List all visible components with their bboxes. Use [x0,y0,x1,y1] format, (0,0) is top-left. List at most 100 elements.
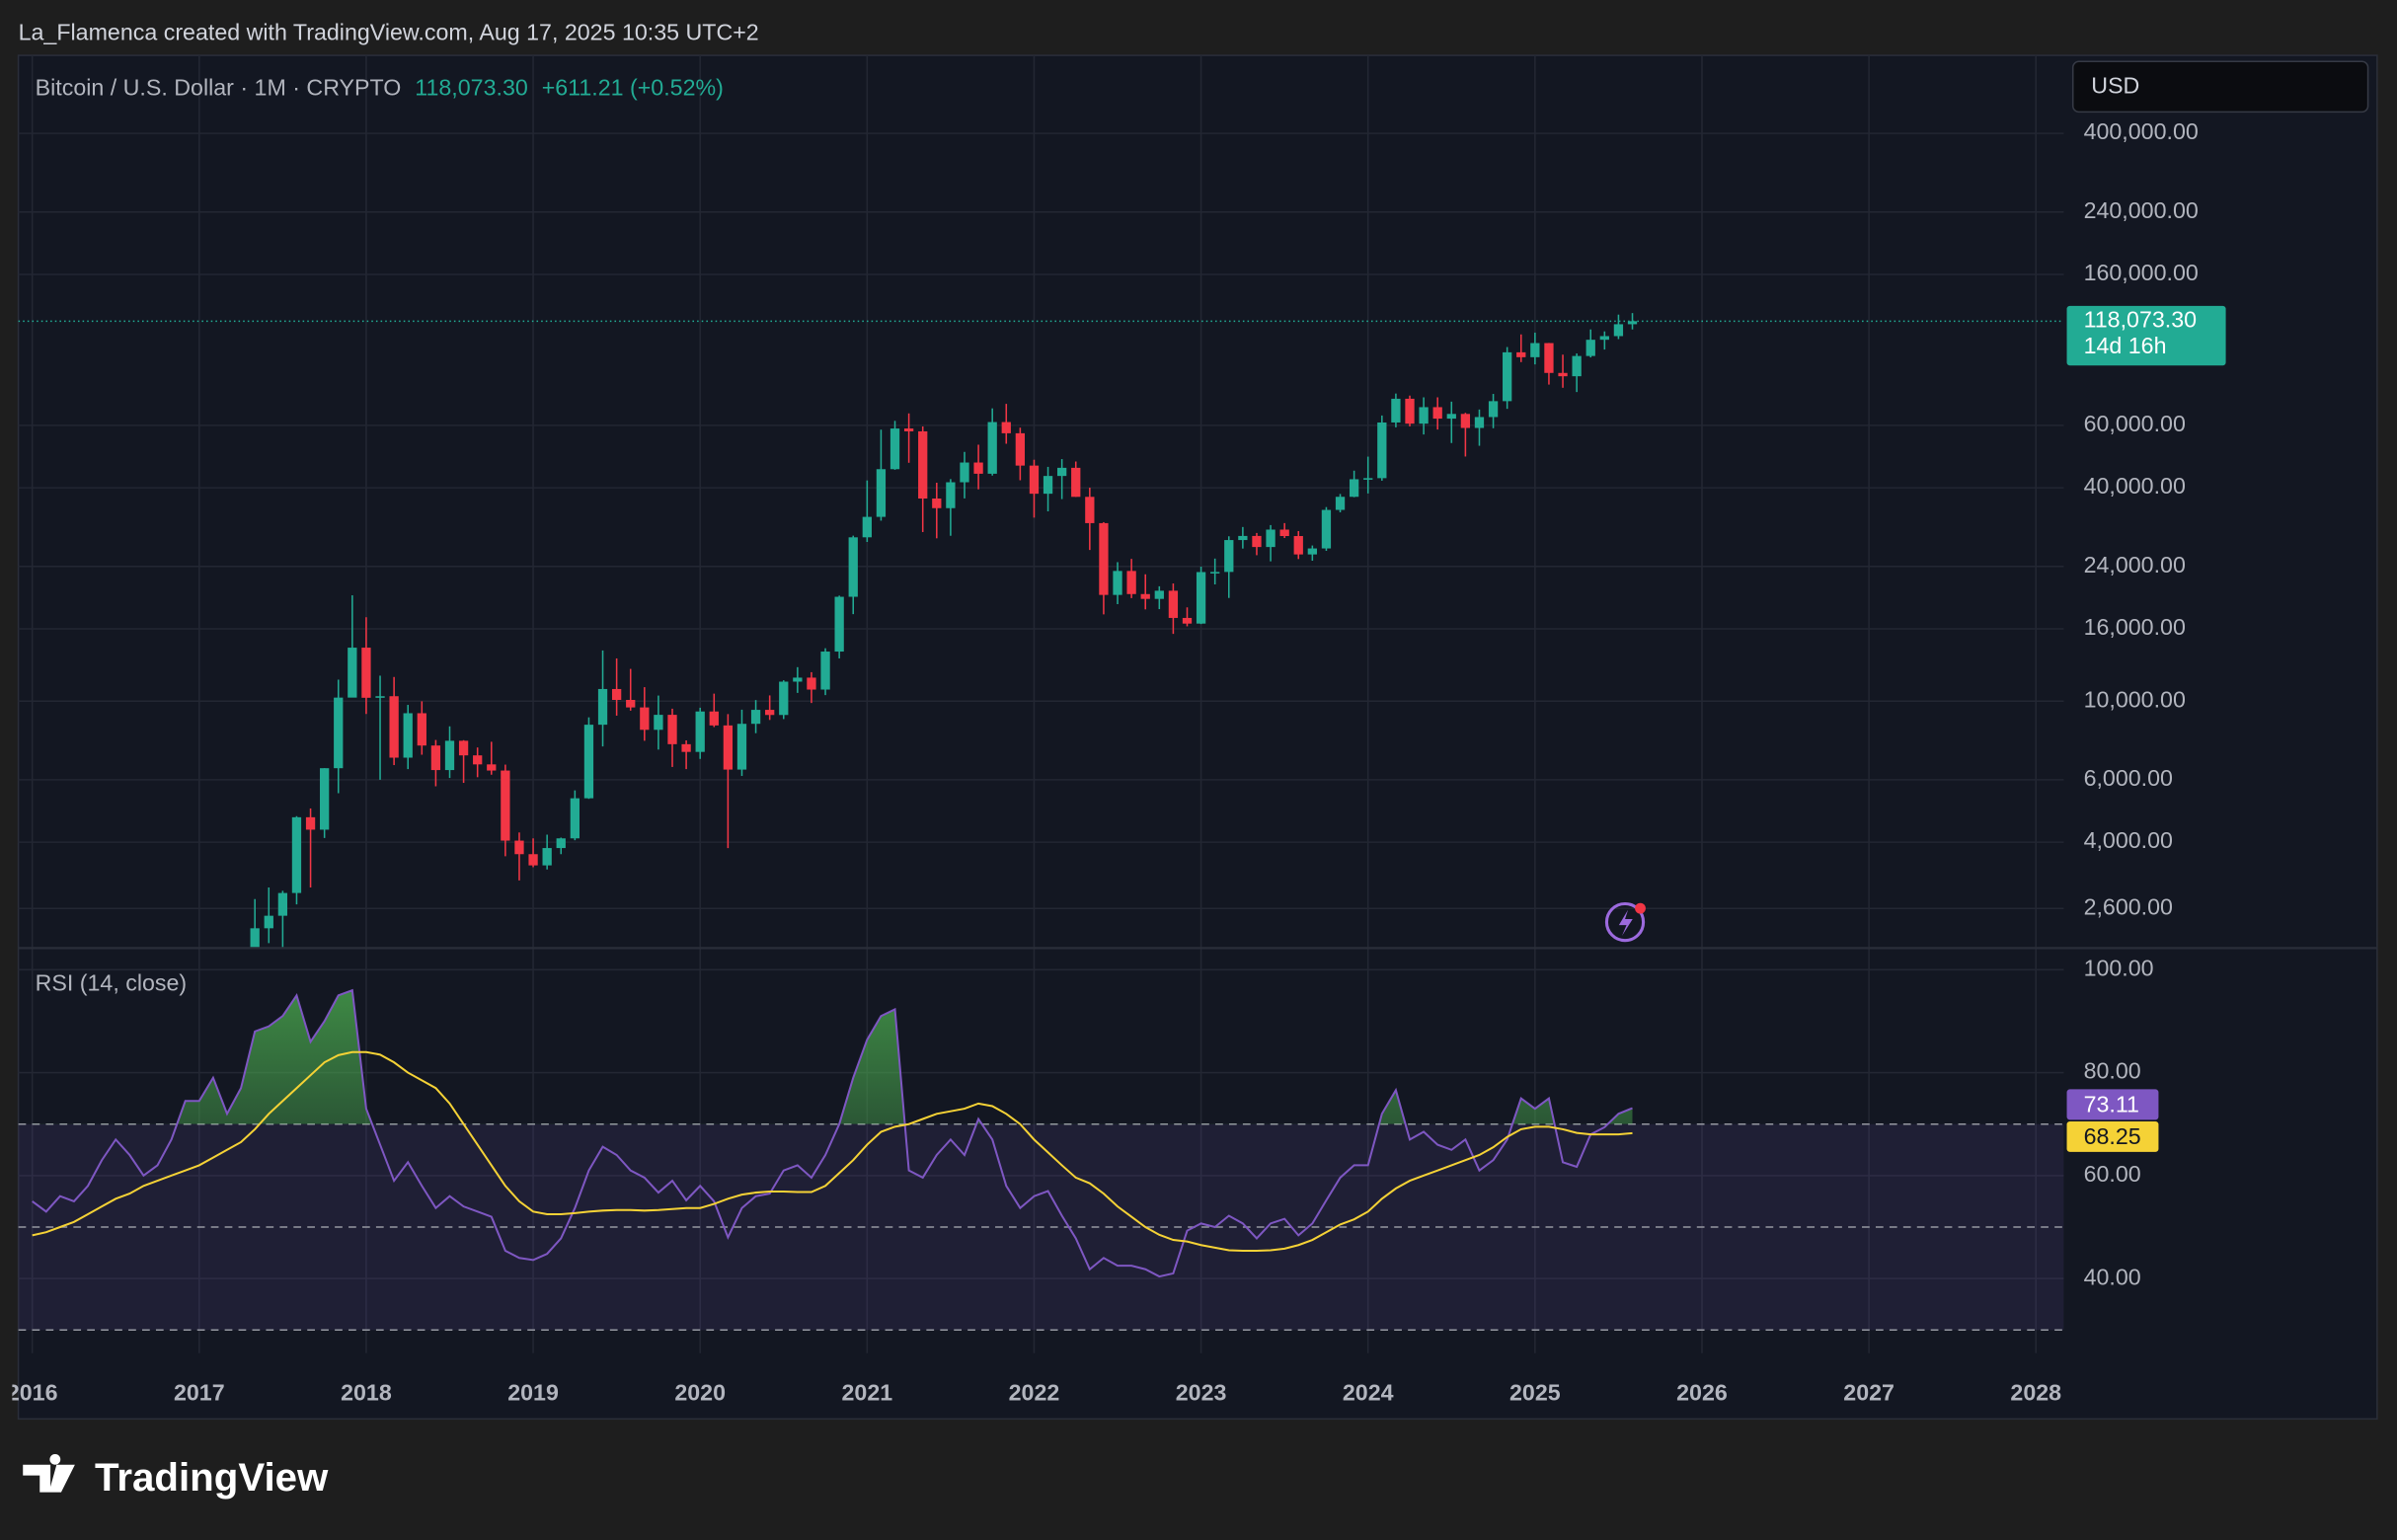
candle-body [1126,571,1136,594]
alert-dot[interactable] [1635,902,1646,914]
candle-body [1530,343,1540,357]
alert-ring[interactable] [1604,901,1646,943]
candle-body [1085,497,1095,523]
candle-body [1544,343,1554,373]
candle-body [820,652,830,690]
y-tick-label: 4,000.00 [2084,827,2173,853]
candle-body [932,499,942,508]
candle-body [1460,414,1471,428]
candle-body [1474,417,1485,428]
candle-body [736,724,747,770]
candle-body [501,770,510,841]
candle-body [1196,572,1206,624]
candle-body [1516,351,1526,357]
candle-body [1335,497,1346,510]
candle-body [1391,398,1401,423]
candle-body [1252,535,1262,548]
logo-mark [23,1453,75,1493]
x-tick-label: 2021 [842,1380,893,1406]
countdown: 14d 16h [2084,333,2167,358]
candle-body [1599,336,1609,341]
x-tick-label: 2020 [674,1380,726,1406]
candle-body [1446,414,1456,420]
x-tick-label: 2025 [1509,1380,1561,1406]
candle-body [611,688,622,701]
candle-body [889,428,900,470]
x-tick-label: 2016 [7,1380,58,1406]
candle-body [1224,540,1234,573]
x-tick-label: 2026 [1676,1380,1728,1406]
y-tick-label: 240,000.00 [2084,197,2199,223]
candle-body [277,892,288,916]
candle-body [403,713,413,758]
candle-body [750,710,761,725]
candle-body [570,798,580,839]
candle-body [1363,478,1373,480]
candle-body [946,482,956,508]
y-tick-label: 24,000.00 [2084,552,2186,578]
candle-body [1503,351,1512,402]
candle-body [1001,422,1011,433]
candle-body [583,725,594,799]
candle-body [334,697,344,769]
y-tick-label: 60,000.00 [2084,411,2186,436]
candle-body [1307,548,1317,555]
candle-body [1627,321,1638,325]
candle-body [1210,572,1220,574]
candle-body [1168,590,1179,618]
rsi-value-label: 73.11 [2084,1092,2139,1117]
candle-body [264,915,273,929]
rsi-tick-label: 60.00 [2084,1161,2141,1187]
candle-body [1071,467,1081,498]
rsi-tick-label: 80.00 [2084,1058,2141,1084]
y-tick-label: 10,000.00 [2084,686,2186,712]
header-change: +611.21 (+0.52%) [542,74,724,100]
x-tick-label: 2027 [1843,1380,1894,1406]
attribution: La_Flamenca created with TradingView.com… [19,20,759,45]
alert-icon[interactable] [1604,901,1646,943]
candle-body [987,422,997,474]
candle-body [1558,372,1568,377]
candle-body [1572,355,1582,377]
y-tick-label: 40,000.00 [2084,473,2186,499]
footer-logo: TradingView [23,1453,329,1500]
currency[interactable]: USD [2091,73,2139,99]
x-tick-label: 2017 [174,1380,225,1406]
y-tick-label: 6,000.00 [2084,765,2173,791]
header-price: 118,073.30 [415,74,527,100]
candle-body [667,715,677,744]
candle-body [876,469,887,517]
alert-bolt[interactable] [1618,909,1633,937]
candle-body [1057,467,1067,477]
candle-body [1585,340,1595,356]
rsi-value-badge [2066,1120,2159,1152]
candle-body [1432,407,1442,420]
candle-body [250,928,260,949]
candle-body [903,428,914,431]
x-tick-label: 2023 [1176,1380,1227,1406]
candle-body [640,707,650,731]
candle-body [765,710,775,716]
candle-body [597,688,608,726]
candle-body [473,755,483,765]
candle-body [444,740,455,771]
candle-body [528,854,538,866]
candle-body [834,596,844,653]
candle-body [1279,529,1289,537]
candle-body [1321,509,1332,549]
rsi-title: RSI (14, close) [36,970,188,996]
candle-body [793,677,803,682]
currency-box[interactable] [2071,60,2369,114]
candle-body [1419,407,1429,424]
x-tick-label: 2018 [341,1380,392,1406]
candle-body [458,740,469,756]
last-price-badge [2066,305,2226,366]
y-tick-label: 16,000.00 [2084,614,2186,640]
x-tick-label: 2019 [507,1380,559,1406]
candle-body [1154,590,1164,599]
candle-body [848,537,858,597]
candle-body [918,430,928,500]
candle-body [960,462,969,483]
